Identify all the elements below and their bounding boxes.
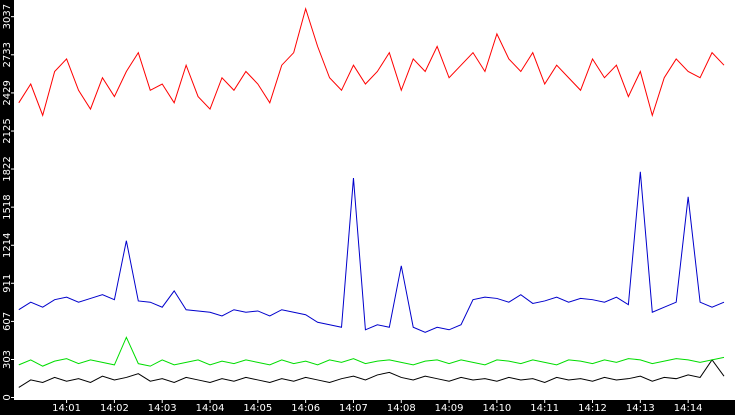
x-tick-label: 14:03 — [148, 403, 177, 414]
x-tick-label: 14:06 — [291, 403, 320, 414]
x-tick-label: 14:10 — [482, 403, 511, 414]
x-tick-label: 14:01 — [52, 403, 81, 414]
y-tick-label: 0 — [2, 394, 13, 400]
x-axis-strip — [0, 400, 735, 415]
y-tick-label: 2733 — [2, 42, 13, 67]
y-tick-label: 1822 — [2, 156, 13, 181]
y-tick-label: 2125 — [2, 118, 13, 143]
x-tick-label: 14:11 — [530, 403, 559, 414]
series-line — [18, 7, 725, 118]
x-tick-label: 14:09 — [435, 403, 464, 414]
series-line — [18, 171, 725, 333]
x-tick-label: 14:12 — [578, 403, 607, 414]
y-axis-strip — [0, 0, 14, 415]
y-tick-label: 911 — [2, 274, 13, 293]
y-tick-label: 3037 — [2, 4, 13, 29]
x-tick-label: 14:05 — [243, 403, 272, 414]
y-tick-label: 1518 — [2, 194, 13, 219]
series-line — [18, 359, 725, 388]
x-tick-label: 14:04 — [196, 403, 225, 414]
series-line — [18, 336, 725, 367]
x-tick-label: 14:13 — [626, 403, 655, 414]
y-tick-label: 303 — [2, 350, 13, 369]
y-tick-label: 1214 — [2, 233, 13, 258]
x-tick-label: 14:07 — [339, 403, 368, 414]
y-tick-label: 2429 — [2, 80, 13, 105]
y-tick-label: 607 — [2, 312, 13, 331]
x-tick-label: 14:14 — [674, 403, 703, 414]
x-tick-label: 14:08 — [387, 403, 416, 414]
x-tick-label: 14:02 — [100, 403, 129, 414]
